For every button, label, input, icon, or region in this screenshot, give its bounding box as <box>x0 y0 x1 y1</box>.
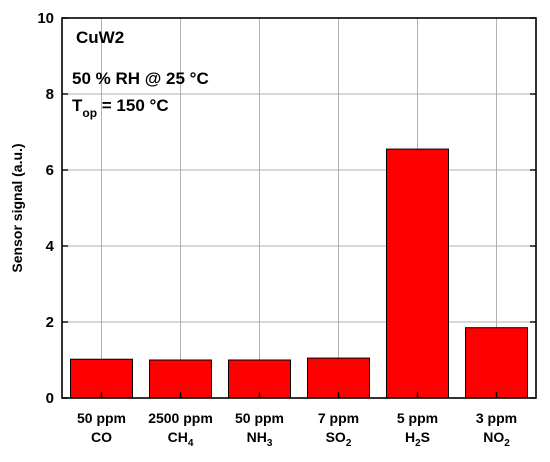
y-axis: 0 2 4 6 8 10 <box>37 10 536 407</box>
y-tick-label: 6 <box>46 162 54 179</box>
temperature-subscript: op <box>82 106 97 120</box>
x-tick-label-gas: NH3 <box>247 429 273 449</box>
sample-label: CuW2 <box>76 28 124 47</box>
condition-label: 50 % RH @ 25 °C <box>72 69 209 88</box>
x-tick-label-concentration: 50 ppm <box>235 410 284 426</box>
plot-frame <box>61 17 537 399</box>
bar <box>70 358 133 399</box>
x-tick-label-gas: NO2 <box>483 429 510 449</box>
y-tick-label: 4 <box>46 238 55 255</box>
x-tick-label-gas: CO <box>91 429 112 445</box>
x-tick-label-gas: H2S <box>405 429 430 449</box>
temperature-symbol: T <box>72 96 83 115</box>
x-tick-label-concentration: 7 ppm <box>318 410 359 426</box>
y-tick-label: 8 <box>46 86 54 103</box>
x-tick-label-concentration: 3 ppm <box>476 410 517 426</box>
bars <box>70 148 528 399</box>
x-tick-label-concentration: 50 ppm <box>77 410 126 426</box>
y-tick-label: 0 <box>46 390 54 407</box>
bar <box>465 327 528 399</box>
bar <box>149 359 212 399</box>
x-tick-label-gas: SO2 <box>326 429 352 449</box>
operating-temperature-label: Top = 150 °C <box>72 96 169 120</box>
y-tick-label: 10 <box>37 10 54 27</box>
y-tick-label: 2 <box>46 314 54 331</box>
x-axis: 50 ppm CO 2500 ppm CH4 50 ppm NH3 7 ppm SO2 5 pp… <box>77 392 517 449</box>
x-tick-label-concentration: 5 ppm <box>397 410 438 426</box>
bar <box>386 148 449 399</box>
x-tick-label-concentration: 2500 ppm <box>148 410 213 426</box>
x-tick-label-gas: CH4 <box>168 429 194 449</box>
y-axis-label: Sensor signal (a.u.) <box>9 143 25 272</box>
temperature-value: = 150 °C <box>97 96 169 115</box>
bar <box>307 357 370 399</box>
